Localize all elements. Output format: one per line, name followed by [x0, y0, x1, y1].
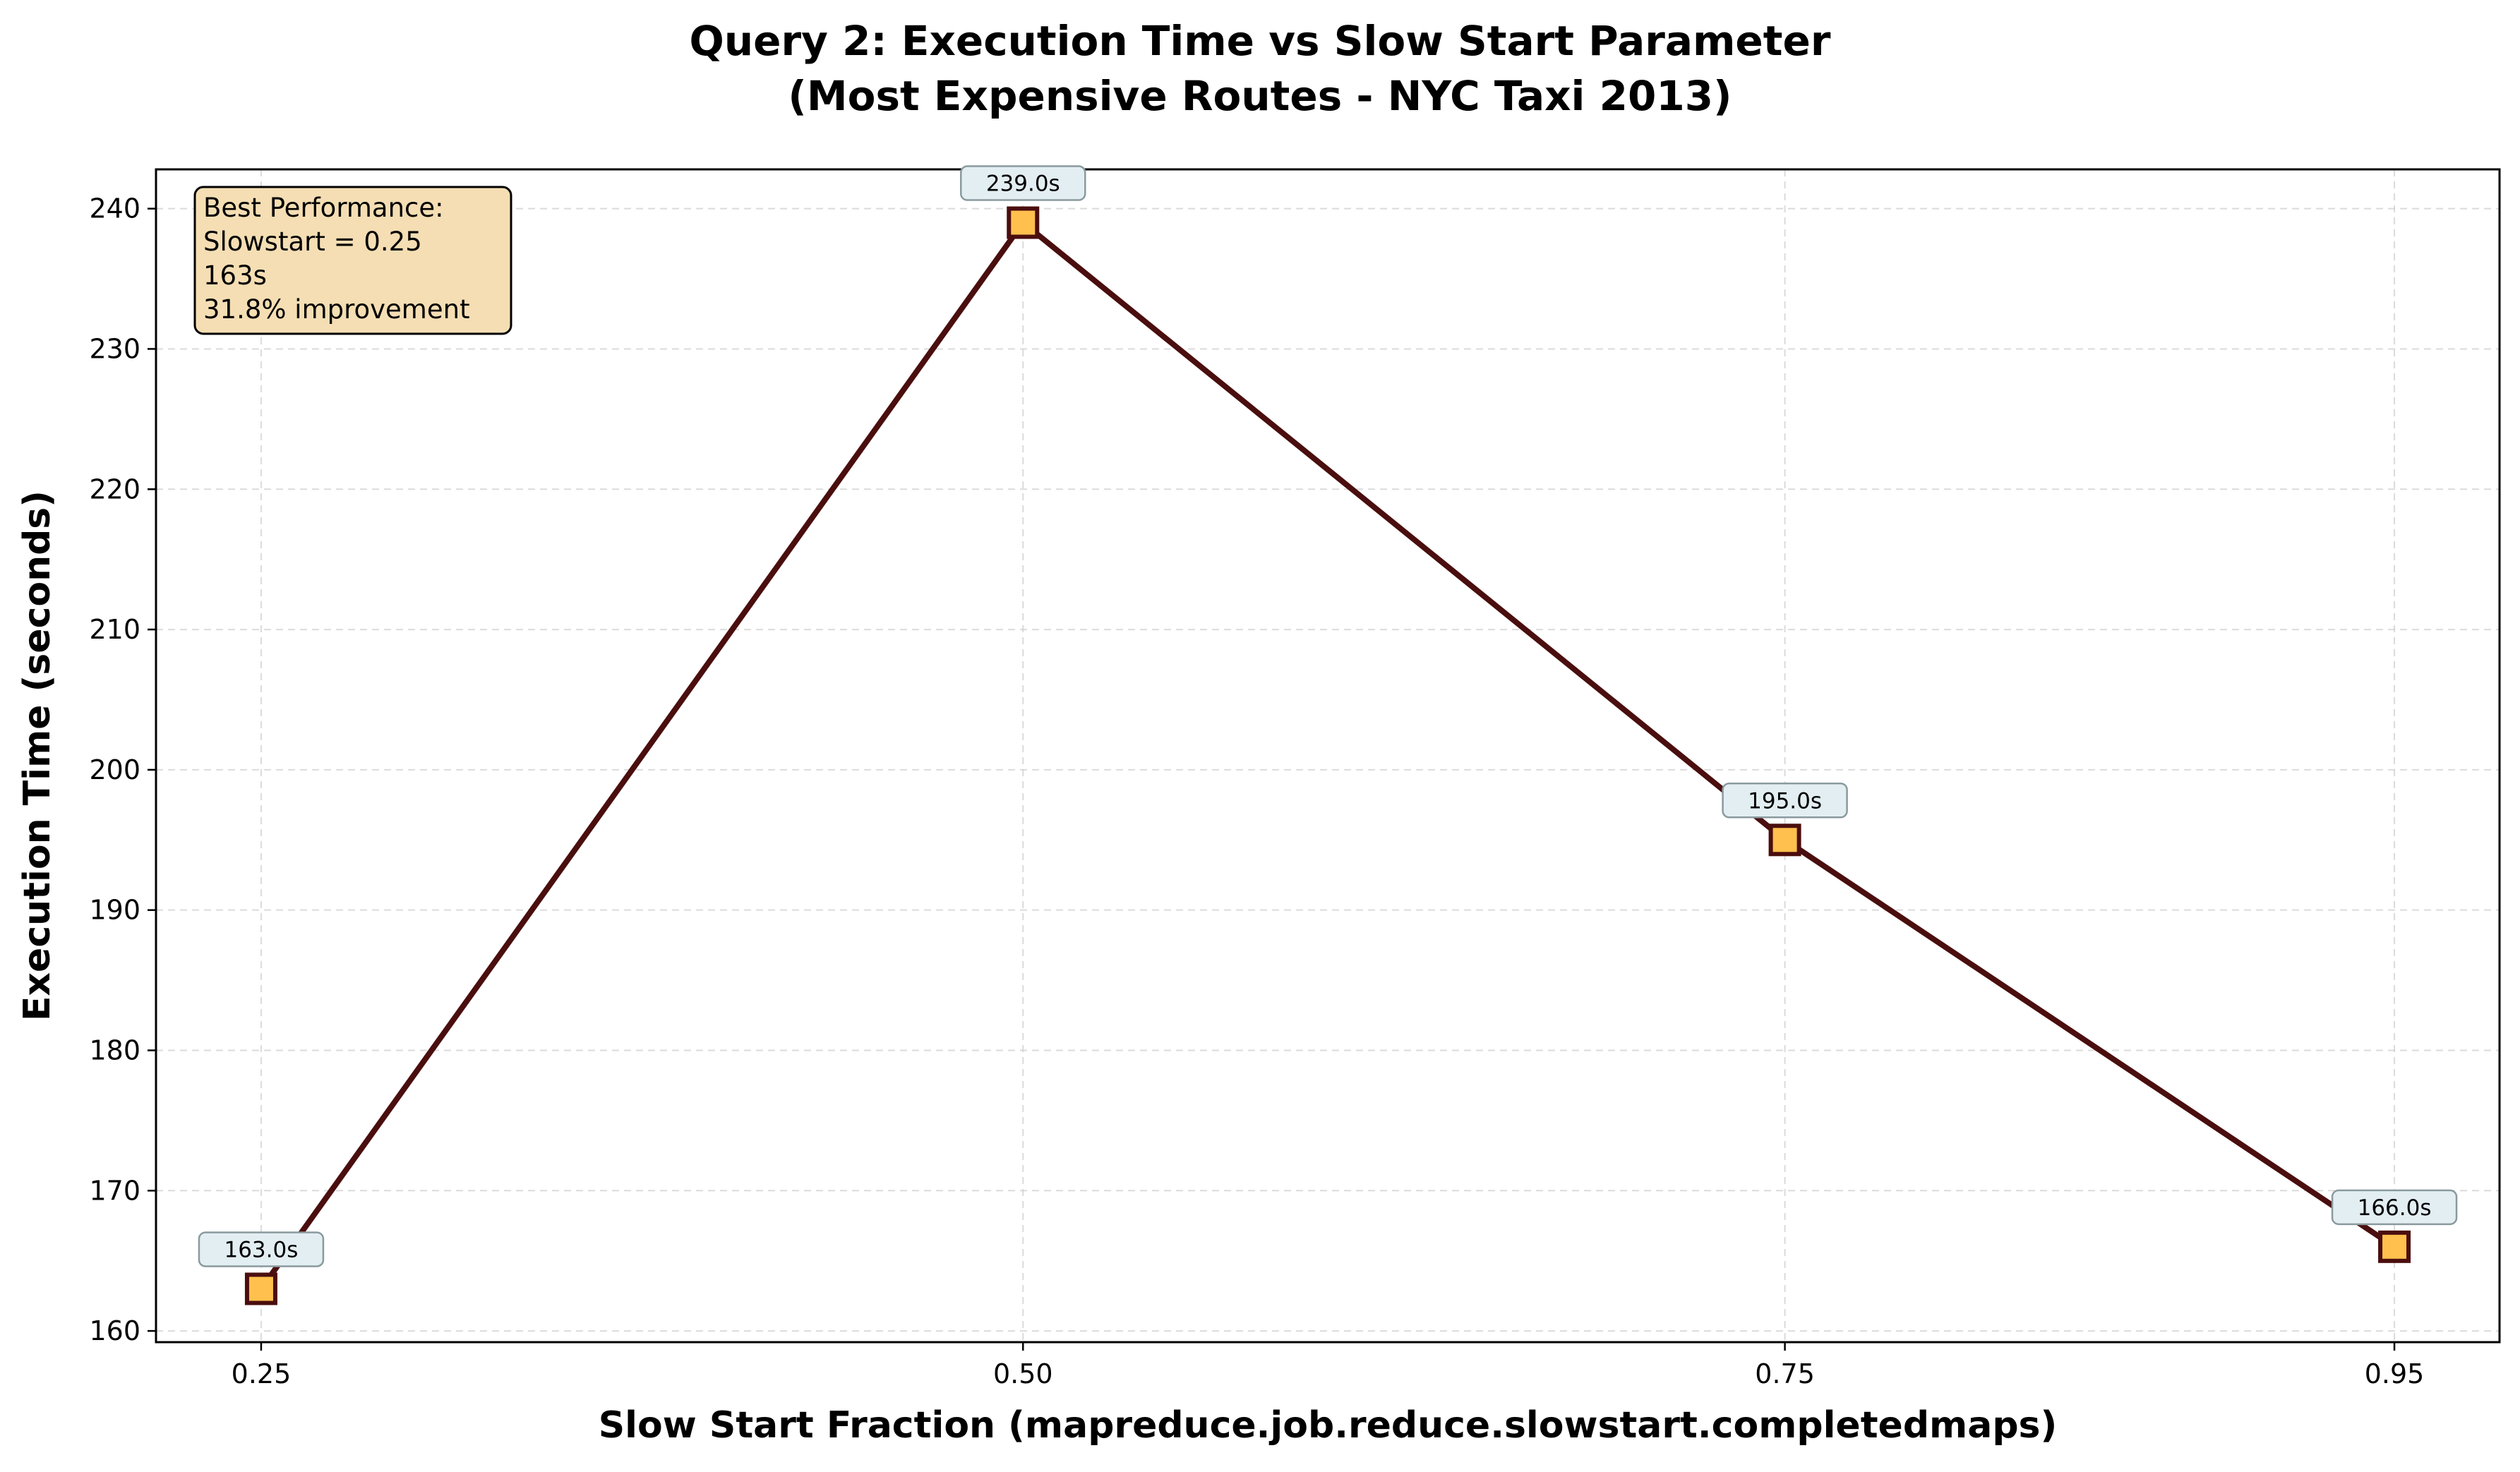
annotation-line-3: 163s — [203, 260, 267, 291]
grid — [156, 169, 2500, 1342]
annotation-line-2: Slowstart = 0.25 — [203, 227, 422, 257]
data-label: 163.0s — [224, 1237, 298, 1262]
x-axis-label: Slow Start Fraction (mapreduce.job.reduc… — [599, 1404, 2058, 1447]
x-tick-label: 0.95 — [2365, 1358, 2425, 1389]
chart-title-line-2: (Most Expensive Routes - NYC Taxi 2013) — [788, 72, 1732, 120]
y-tick-label: 180 — [89, 1034, 140, 1066]
annotation-line-4: 31.8% improvement — [203, 294, 470, 325]
data-point-marker — [244, 1272, 277, 1305]
x-tick-label: 0.25 — [232, 1358, 292, 1389]
axis-ticks: 0.25 0.50 0.75 0.95 160 170 180 190 200 210 220 230… — [89, 193, 2424, 1389]
data-label-box — [1722, 783, 1848, 819]
y-axis-label: Execution Time (seconds) — [16, 490, 59, 1021]
data-label-box — [960, 165, 1086, 201]
data-labels: 163.0s 239.0s 195.0s 166.0s — [198, 165, 2458, 1267]
plot-frame — [155, 168, 2501, 1344]
data-label: 239.0s — [986, 171, 1060, 197]
series-line — [258, 219, 2398, 1292]
y-tick-label: 210 — [89, 614, 140, 645]
data-label: 195.0s — [1748, 788, 1822, 814]
y-tick-label: 190 — [89, 895, 140, 926]
data-point-marker — [1768, 824, 1801, 857]
annotation-box-bg — [193, 186, 512, 335]
chart-title-line-1: Query 2: Execution Time vs Slow Start Pa… — [690, 17, 1831, 65]
y-tick-label: 170 — [89, 1175, 140, 1206]
y-tick-label: 200 — [89, 754, 140, 785]
x-tick-label: 0.50 — [993, 1358, 1053, 1389]
data-label-box — [2331, 1189, 2458, 1226]
data-label-box — [198, 1231, 325, 1267]
x-tick-label: 0.75 — [1755, 1358, 1815, 1389]
annotation-line-1: Best Performance: — [203, 193, 444, 223]
y-tick-label: 160 — [89, 1315, 140, 1346]
series-layer — [244, 206, 2411, 1305]
data-point-marker — [1007, 206, 1040, 239]
data-label: 166.0s — [2358, 1195, 2432, 1221]
y-tick-label: 230 — [89, 333, 140, 364]
best-performance-annotation: Best Performance: Slowstart = 0.25 163s … — [193, 186, 512, 335]
y-tick-label: 240 — [89, 193, 140, 224]
data-point-marker — [2378, 1230, 2411, 1263]
y-tick-label: 220 — [89, 473, 140, 505]
